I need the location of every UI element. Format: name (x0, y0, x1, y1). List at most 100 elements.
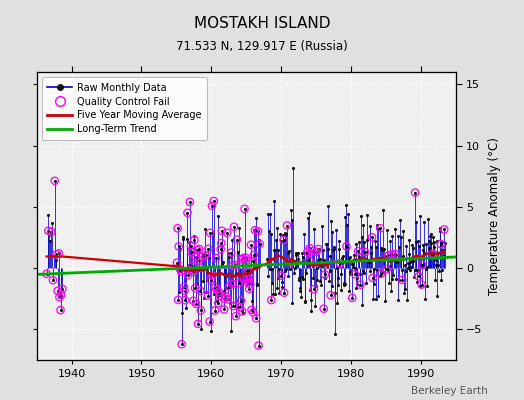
Point (324, 245, 333, 252)
Point (228, 262, 237, 269)
Point (430, 239, 439, 245)
Point (364, 257, 372, 263)
Point (434, 250, 443, 256)
Point (188, 249, 196, 256)
Point (424, 245, 433, 251)
Point (252, 214, 260, 221)
Point (202, 289, 210, 296)
Point (181, 297, 189, 303)
Point (199, 250, 207, 257)
Point (327, 217, 335, 224)
Point (185, 262, 193, 268)
Point (236, 304, 244, 310)
Point (411, 219, 420, 226)
Point (400, 290, 408, 296)
Point (212, 286, 221, 293)
Point (58, 286, 67, 292)
Point (277, 272, 286, 279)
Point (316, 282, 325, 289)
Point (439, 247, 447, 253)
Point (250, 227, 259, 234)
Point (244, 276, 253, 282)
Point (173, 225, 182, 232)
Point (317, 262, 325, 268)
Point (393, 258, 401, 265)
Point (247, 307, 256, 313)
Point (344, 245, 352, 251)
Point (405, 237, 413, 243)
Point (243, 275, 251, 281)
Point (406, 267, 414, 273)
Point (183, 236, 191, 242)
Point (178, 341, 186, 347)
Point (273, 225, 281, 231)
Point (192, 301, 200, 307)
Point (292, 252, 301, 259)
Point (398, 277, 407, 283)
Point (288, 300, 297, 306)
Point (195, 246, 203, 252)
Point (353, 274, 361, 281)
Point (303, 259, 311, 265)
Point (212, 286, 221, 293)
Point (283, 250, 292, 256)
Point (408, 257, 417, 264)
Point (413, 278, 422, 285)
Point (247, 242, 255, 248)
Point (385, 280, 393, 287)
Point (326, 252, 334, 259)
Point (295, 275, 303, 281)
Point (352, 240, 361, 247)
Point (224, 250, 233, 256)
Point (47, 229, 56, 235)
Point (296, 285, 304, 291)
Point (173, 260, 181, 266)
Point (246, 274, 254, 280)
Point (210, 198, 218, 204)
Point (196, 307, 205, 314)
Point (236, 304, 244, 310)
Point (183, 210, 192, 216)
Point (309, 250, 317, 256)
Point (227, 249, 235, 256)
Point (182, 304, 191, 311)
Point (221, 295, 229, 302)
Point (409, 245, 417, 252)
Point (361, 249, 369, 255)
Point (411, 190, 419, 196)
Point (400, 262, 409, 268)
Point (210, 198, 218, 204)
Point (419, 242, 427, 248)
Point (305, 257, 313, 264)
Point (368, 275, 377, 281)
Point (427, 231, 435, 237)
Point (183, 210, 192, 216)
Point (438, 267, 446, 273)
Point (53, 288, 62, 294)
Point (342, 243, 351, 250)
Point (184, 272, 192, 278)
Point (209, 230, 217, 236)
Point (336, 260, 344, 266)
Point (280, 290, 288, 296)
Point (384, 267, 392, 273)
Point (306, 286, 314, 293)
Point (388, 276, 397, 282)
Point (238, 310, 247, 316)
Point (243, 267, 252, 274)
Point (438, 239, 446, 245)
Point (204, 292, 212, 299)
Point (396, 256, 405, 262)
Point (319, 258, 328, 264)
Point (326, 292, 335, 298)
Point (247, 242, 255, 248)
Point (189, 298, 198, 304)
Point (404, 265, 412, 272)
Point (440, 253, 448, 260)
Point (232, 313, 240, 319)
Point (409, 257, 418, 264)
Point (290, 270, 298, 276)
Point (405, 251, 413, 258)
Point (401, 268, 410, 274)
Point (427, 239, 435, 246)
